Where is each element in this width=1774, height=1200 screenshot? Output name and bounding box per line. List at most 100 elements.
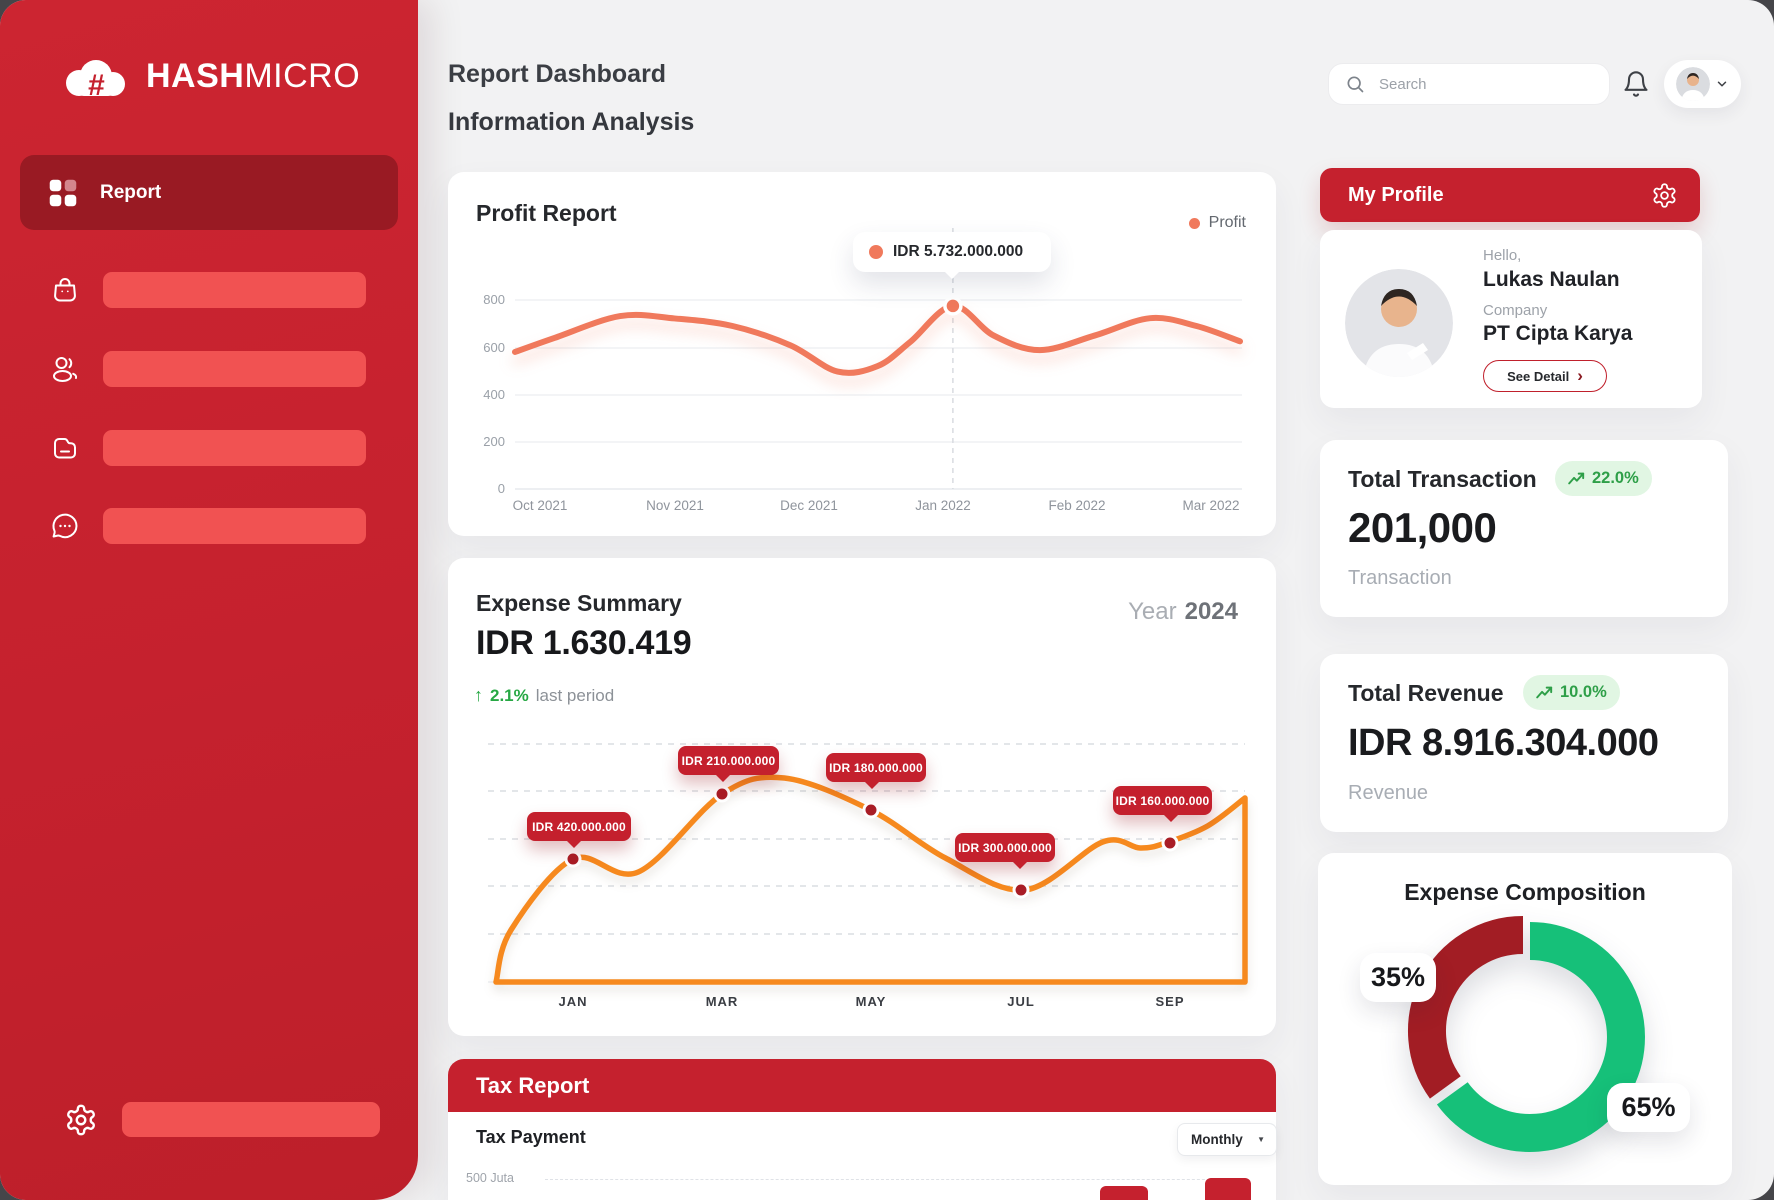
expense-composition-card: Expense Composition 35% 65%	[1318, 853, 1732, 1185]
y-tick: 200	[483, 434, 505, 449]
brand-name: HASHMICRO	[146, 57, 360, 96]
x-label: Mar 2022	[1182, 498, 1239, 513]
callout-label: IDR 300.000.000	[958, 840, 1052, 855]
expense-composition-title: Expense Composition	[1404, 879, 1646, 905]
expense-series-line	[493, 774, 1248, 985]
notifications-button[interactable]	[1622, 70, 1650, 103]
sidebar-item-report[interactable]: Report	[20, 155, 398, 230]
my-profile-title: My Profile	[1348, 183, 1444, 206]
tax-report-header: Tax Report	[448, 1059, 1276, 1112]
sidebar-item-label: Report	[100, 181, 162, 203]
sidebar-item-placeholder-bar	[103, 272, 366, 308]
chevron-down-icon	[1717, 81, 1727, 87]
profile-greeting: Hello,	[1483, 247, 1522, 264]
search-bar	[1328, 63, 1610, 105]
slice-label-65: 65%	[1607, 1083, 1690, 1132]
callout-pointer	[715, 774, 732, 790]
x-label: Oct 2021	[513, 498, 568, 513]
chart-tooltip: IDR 5.732.000.000	[853, 232, 1051, 279]
arrow-up-icon: ↑	[474, 685, 483, 705]
callout-pointer	[565, 840, 582, 856]
period-dropdown[interactable]: Monthly ▼	[1177, 1123, 1277, 1156]
search-icon	[1347, 76, 1364, 93]
profile-company-label: Company	[1483, 302, 1548, 319]
tax-report-card: Tax Report Tax Payment Monthly ▼ 500 Jut…	[448, 1059, 1277, 1200]
profit-line-chart: 800 600 400 200 0 Oct 2021 Nov 2021 Dec …	[483, 228, 1243, 513]
see-detail-button[interactable]: See Detail ›	[1483, 360, 1607, 392]
svg-text:#: #	[88, 69, 105, 100]
avatar	[1676, 67, 1710, 101]
profit-report-card: 800 600 400 200 0 Oct 2021 Nov 2021 Dec …	[448, 172, 1276, 536]
sidebar-item-placeholder-bar	[103, 351, 366, 387]
month-label: SEP	[1155, 994, 1184, 1009]
donut-slice-65	[1436, 922, 1645, 1152]
stat-title: Total Transaction	[1348, 466, 1537, 492]
sidebar-item-placeholder-bar	[103, 430, 366, 466]
stat-value: 201,000	[1348, 504, 1497, 551]
user-menu[interactable]	[1664, 60, 1741, 108]
stat-value: IDR 8.916.304.000	[1348, 722, 1659, 764]
data-callout-may: IDR 180.000.000	[826, 753, 926, 789]
x-label: Jan 2022	[915, 498, 971, 513]
stat-change: 10.0%	[1560, 683, 1607, 701]
chart-legend: Profit	[1188, 214, 1246, 232]
month-label: MAY	[856, 994, 887, 1009]
expense-summary-card: JAN MAR MAY JUL SEP Expense Summary Year…	[448, 558, 1276, 1036]
trend-badge: 22.0%	[1555, 461, 1652, 496]
tax-payment-title: Tax Payment	[476, 1127, 586, 1147]
total-transaction-card: Total Transaction 22.0% 201,000 Transact…	[1320, 440, 1728, 617]
page-title: Report Dashboard	[448, 60, 667, 88]
sidebar-item-placeholder-2[interactable]	[48, 351, 366, 387]
bell-icon	[1624, 71, 1648, 97]
profile-photo	[1345, 269, 1453, 377]
sidebar-item-settings[interactable]	[64, 1102, 380, 1137]
x-label: Dec 2021	[780, 498, 838, 513]
sidebar-item-placeholder-bar	[122, 1102, 380, 1137]
expense-data-points	[564, 785, 1179, 899]
chevron-right-icon: ›	[1577, 365, 1583, 385]
brand-logo: # HASHMICRO	[58, 52, 360, 100]
donut-chart	[1408, 916, 1645, 1152]
sidebar-item-placeholder-bar	[103, 508, 366, 544]
data-callout-jul: IDR 300.000.000	[955, 833, 1055, 869]
expense-amount: IDR 1.630.419	[476, 624, 692, 662]
tooltip-pointer	[942, 269, 962, 289]
trend-badge: 10.0%	[1523, 675, 1620, 710]
gear-icon[interactable]	[1651, 182, 1678, 209]
x-label: Nov 2021	[646, 498, 704, 513]
y-tick: 600	[483, 340, 505, 355]
page-subtitle: Information Analysis	[448, 108, 695, 136]
expense-change: ↑ 2.1% last period	[474, 685, 614, 706]
folder-icon	[54, 437, 76, 459]
callout-label: IDR 210.000.000	[681, 753, 776, 768]
profile-name: Lukas Naulan	[1483, 268, 1620, 291]
stat-change: 22.0%	[1592, 469, 1639, 487]
stat-caption: Revenue	[1348, 782, 1429, 804]
stat-title: Total Revenue	[1348, 680, 1504, 706]
change-note: last period	[535, 685, 615, 705]
month-label: JUL	[1007, 994, 1035, 1009]
profit-report-title: Profit Report	[476, 200, 617, 226]
sidebar-item-placeholder-3[interactable]	[48, 430, 366, 466]
month-label: JAN	[558, 994, 587, 1009]
sidebar-item-placeholder-4[interactable]	[48, 508, 366, 544]
chat-icon	[52, 513, 78, 539]
year-value: 2024	[1184, 598, 1238, 625]
sidebar-item-placeholder-1[interactable]	[48, 272, 366, 308]
brand-bold: HASH	[146, 56, 245, 95]
x-label: Feb 2022	[1048, 498, 1105, 513]
callout-pointer	[1163, 814, 1180, 830]
search-input[interactable]	[1377, 74, 1581, 94]
y-tick: 400	[483, 387, 505, 402]
stat-caption: Transaction	[1348, 567, 1452, 589]
y-tick: 0	[498, 481, 505, 496]
tax-gridline	[545, 1179, 1245, 1180]
grid-icon	[49, 179, 77, 206]
expense-line-chart: JAN MAR MAY JUL SEP	[488, 743, 1248, 1009]
caret-down-icon: ▼	[1257, 1135, 1265, 1144]
gear-icon	[67, 1104, 95, 1135]
data-callout-sep: IDR 160.000.000	[1113, 786, 1212, 822]
change-percent: 2.1%	[490, 685, 529, 705]
see-detail-label: See Detail	[1507, 368, 1570, 384]
